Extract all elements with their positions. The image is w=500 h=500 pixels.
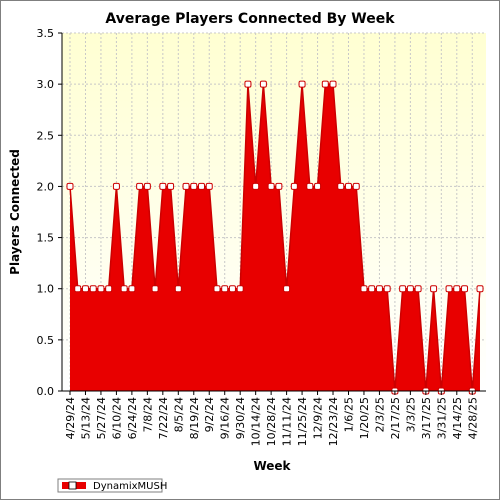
legend-label: DynamixMUSH <box>93 481 167 492</box>
x-tick-label: 5/27/24 <box>95 397 108 439</box>
x-tick-label: 3/17/25 <box>420 397 433 439</box>
y-tick-label: 1.0 <box>37 283 55 296</box>
x-tick-label: 2/3/25 <box>373 397 386 432</box>
x-tick-label: 10/14/24 <box>250 397 263 446</box>
y-tick-label: 2.0 <box>37 180 55 193</box>
data-point <box>66 182 74 190</box>
data-point <box>306 182 314 190</box>
series-markers <box>66 80 484 395</box>
data-point <box>244 80 252 88</box>
y-axis-title: Players Connected <box>8 149 22 275</box>
data-point <box>198 182 206 190</box>
data-point <box>236 285 244 293</box>
x-tick-label: 3/3/25 <box>404 397 417 432</box>
x-tick-label: 4/14/25 <box>451 397 464 439</box>
data-point <box>314 182 322 190</box>
data-point <box>228 285 236 293</box>
chart-title: Average Players Connected By Week <box>105 11 395 27</box>
x-tick-label: 2/17/25 <box>389 397 402 439</box>
x-tick-label: 7/8/24 <box>141 397 154 432</box>
x-tick-label: 11/11/24 <box>281 397 294 446</box>
legend-marker <box>68 481 77 490</box>
x-tick-label: 1/20/25 <box>358 397 371 439</box>
data-point <box>252 182 260 190</box>
data-point <box>360 285 368 293</box>
data-point <box>337 182 345 190</box>
x-tick-label: 10/28/24 <box>265 397 278 446</box>
y-tick-label: 0.0 <box>37 385 55 398</box>
data-point <box>120 285 128 293</box>
x-tick-labels: 4/29/24 5/13/24 5/27/24 6/10/24 6/24/24 7/8/2… <box>64 391 479 446</box>
data-point <box>283 285 291 293</box>
data-point <box>190 182 198 190</box>
x-tick-label: 4/29/24 <box>64 397 77 439</box>
data-point <box>329 80 337 88</box>
data-point <box>368 285 376 293</box>
data-point <box>414 285 422 293</box>
data-point <box>298 80 306 88</box>
data-point <box>290 182 298 190</box>
data-point <box>453 285 461 293</box>
data-point <box>167 182 175 190</box>
y-tick-labels: 0.0 0.5 1.0 1.5 2.0 2.5 3.0 3.5 <box>37 27 62 398</box>
y-tick-label: 3.5 <box>37 27 55 40</box>
y-tick-label: 2.5 <box>37 129 55 142</box>
data-point <box>267 182 275 190</box>
data-point <box>151 285 159 293</box>
x-axis-title: Week <box>253 459 291 473</box>
y-tick-label: 3.0 <box>37 78 55 91</box>
data-point <box>105 285 113 293</box>
x-tick-label: 5/13/24 <box>79 397 92 439</box>
data-point <box>74 285 82 293</box>
y-tick-label: 1.5 <box>37 232 55 245</box>
data-point <box>461 285 469 293</box>
area-fill <box>70 84 480 392</box>
data-point <box>112 182 120 190</box>
legend: DynamixMUSH <box>57 478 167 493</box>
data-point <box>275 182 283 190</box>
x-tick-label: 11/25/24 <box>296 397 309 446</box>
data-point <box>383 285 391 293</box>
x-tick-label: 3/31/25 <box>435 397 448 439</box>
data-point <box>159 182 167 190</box>
data-point <box>136 182 144 190</box>
y-tick-label: 0.5 <box>37 334 55 347</box>
x-tick-label: 9/30/24 <box>234 397 247 439</box>
x-tick-label: 9/2/24 <box>203 397 216 432</box>
x-tick-label: 1/6/25 <box>342 397 355 432</box>
x-tick-label: 6/10/24 <box>110 397 123 439</box>
data-point <box>399 285 407 293</box>
x-tick-label: 8/19/24 <box>188 397 201 439</box>
data-point <box>128 285 136 293</box>
x-tick-label: 4/28/25 <box>466 397 479 439</box>
data-point <box>143 182 151 190</box>
data-point <box>221 285 229 293</box>
data-point <box>89 285 97 293</box>
x-tick-label: 9/16/24 <box>219 397 232 439</box>
data-point <box>205 182 213 190</box>
data-point <box>445 285 453 293</box>
data-point <box>213 285 221 293</box>
data-point <box>97 285 105 293</box>
x-tick-label: 7/22/24 <box>157 397 170 439</box>
data-point <box>352 182 360 190</box>
data-point <box>375 285 383 293</box>
data-point <box>406 285 414 293</box>
data-point <box>174 285 182 293</box>
data-point <box>81 285 89 293</box>
data-point <box>321 80 329 88</box>
x-tick-label: 12/9/24 <box>312 397 325 439</box>
data-point <box>430 285 438 293</box>
data-point <box>476 285 484 293</box>
data-point <box>259 80 267 88</box>
x-tick-label: 8/5/24 <box>172 397 185 432</box>
x-tick-label: 6/24/24 <box>126 397 139 439</box>
data-point <box>344 182 352 190</box>
data-point <box>182 182 190 190</box>
x-tick-label: 12/23/24 <box>327 397 340 446</box>
